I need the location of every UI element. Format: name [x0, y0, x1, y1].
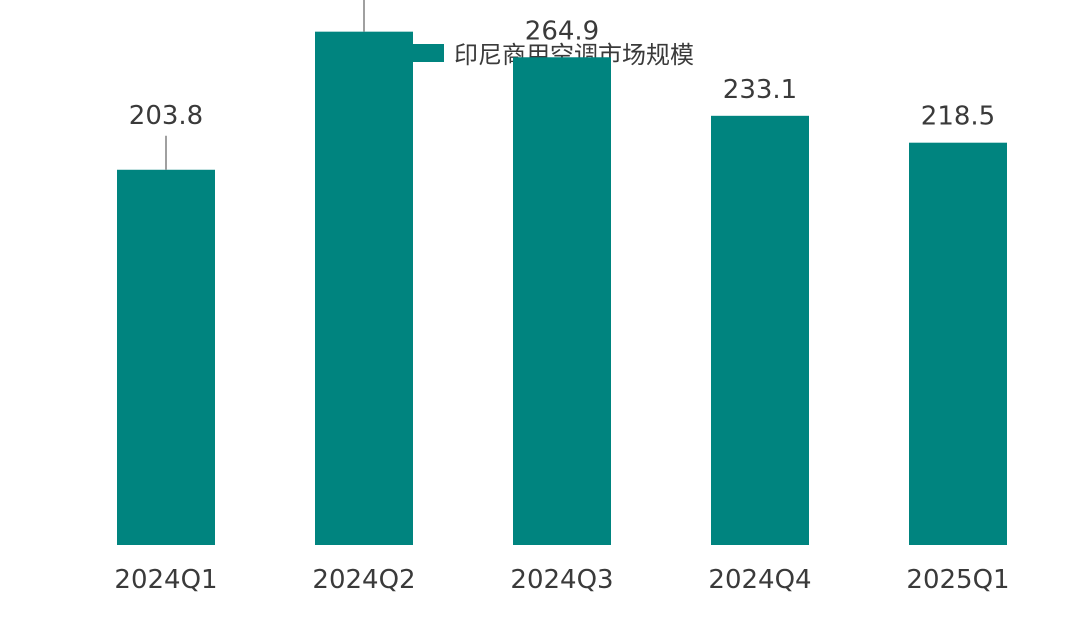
value-label-2025Q1: 218.5 [921, 102, 995, 132]
bar-2024Q3 [513, 57, 611, 545]
x-tick-2024Q1: 2024Q1 [114, 565, 217, 595]
value-label-2024Q3: 264.9 [525, 16, 599, 46]
bar-2025Q1 [909, 142, 1007, 545]
x-tick-2024Q4: 2024Q4 [708, 565, 811, 595]
bar-2024Q1 [117, 169, 215, 545]
x-tick-2024Q3: 2024Q3 [510, 565, 613, 595]
bar-2024Q4 [711, 115, 809, 545]
bars: 203.82024Q1278.82024Q2264.92024Q3233.120… [114, 0, 1010, 595]
x-tick-2024Q2: 2024Q2 [312, 565, 415, 595]
bar-2024Q2 [315, 31, 413, 545]
value-label-2024Q1: 203.8 [129, 101, 203, 131]
value-label-2024Q4: 233.1 [723, 75, 797, 105]
x-tick-2025Q1: 2025Q1 [906, 565, 1009, 595]
